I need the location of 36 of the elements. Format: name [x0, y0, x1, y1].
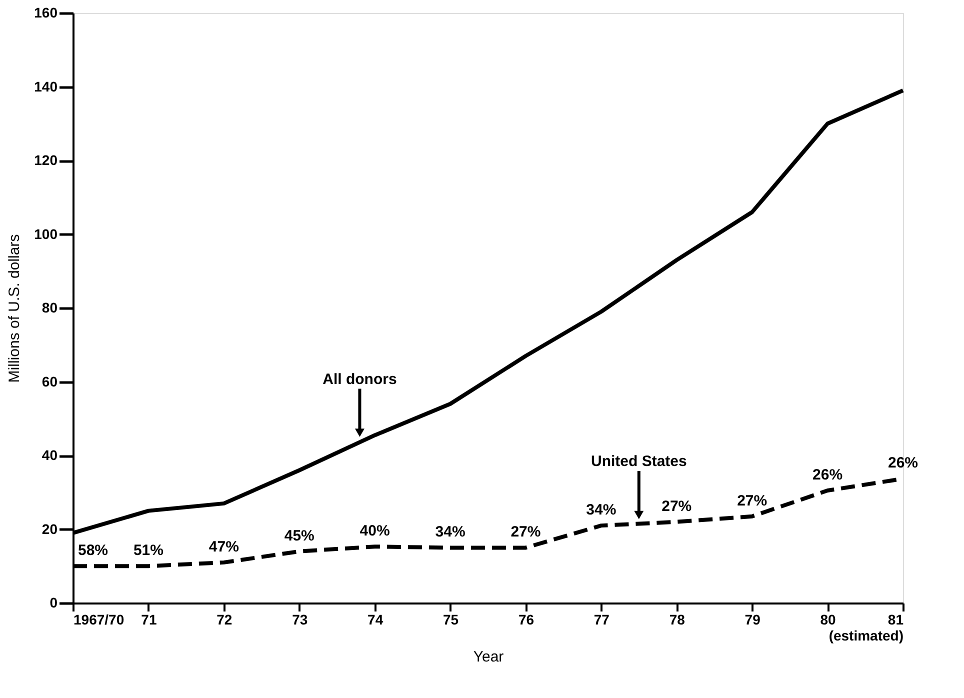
annotation: 34%	[435, 524, 466, 541]
annotation: 51%	[133, 542, 164, 560]
y-tick-label: 120	[34, 152, 58, 168]
x-tick-label: 71	[141, 612, 157, 628]
y-tick-label: 40	[42, 447, 58, 463]
y-tick-label: 140	[34, 78, 58, 94]
x-tick-label: 80	[820, 612, 836, 628]
annotation: 45%	[284, 527, 314, 544]
x-tick-label: 73	[292, 612, 308, 628]
x-tick-label: 76	[518, 612, 534, 628]
annotation: 40%	[360, 522, 390, 540]
annotation: 27%	[737, 492, 768, 510]
y-tick-label: 0	[50, 594, 58, 610]
annotation: 47%	[208, 538, 239, 556]
y-tick-label: 20	[42, 520, 58, 537]
y-tick-label: 100	[34, 226, 58, 242]
y-tick-label: 160	[34, 4, 58, 20]
annotation: United States	[590, 452, 687, 470]
x-tick-label: 74	[368, 612, 384, 628]
annotation: 27%	[510, 524, 541, 541]
annotation: 58%	[78, 542, 108, 560]
y-tick-label: 60	[42, 373, 58, 390]
annotation: 34%	[586, 502, 616, 519]
x-tick-label: 1967/70	[74, 612, 124, 628]
annotation: 26%	[888, 454, 918, 472]
annotation: 26%	[812, 466, 843, 484]
y-axis-title: Millions of U.S. dollars	[6, 234, 24, 383]
x-tick-label: 72	[216, 612, 232, 628]
y-tick-label: 80	[42, 300, 58, 316]
x-axis-title: Year	[473, 648, 504, 666]
x-tick-label: 78	[669, 612, 686, 628]
x-tick-label: 75	[442, 612, 459, 628]
annotation: 27%	[662, 498, 692, 515]
annotation: All donors	[322, 370, 397, 388]
x-tick-label: 77	[594, 612, 610, 628]
x-tick-label: 79	[744, 612, 761, 628]
